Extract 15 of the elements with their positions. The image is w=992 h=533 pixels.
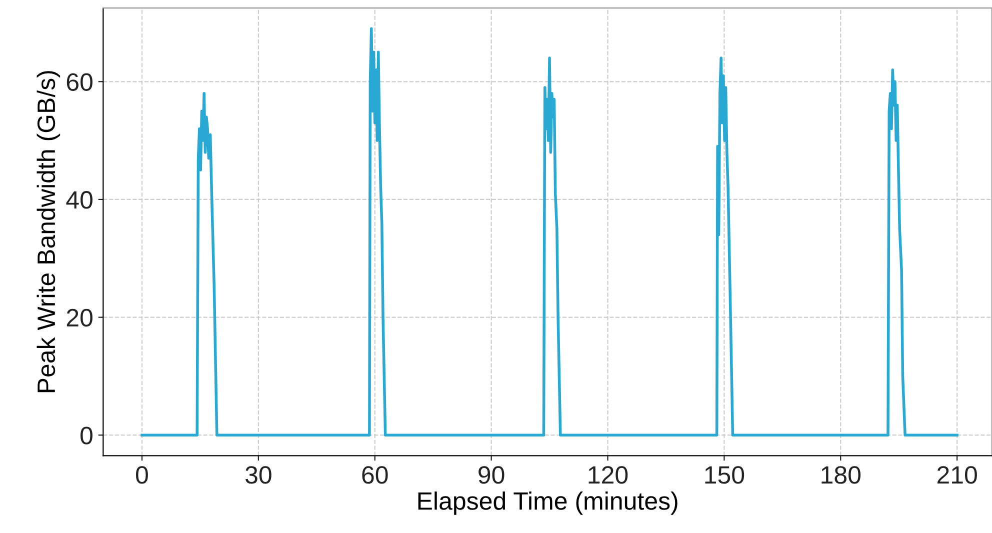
y-tick-label: 20 (66, 308, 92, 327)
x-tick-label: 120 (588, 466, 628, 484)
x-tick-label: 0 (136, 466, 148, 484)
x-tick-label: 150 (705, 466, 744, 484)
x-tick-label: 30 (245, 466, 272, 484)
y-tick-label: 60 (66, 73, 92, 91)
line-series (140, 27, 958, 436)
x-tick-label: 210 (937, 466, 977, 484)
y-tick-label: 0 (80, 426, 92, 444)
y-tick-label: 40 (66, 191, 92, 209)
y-axis-title: Peak Write Bandwidth (GB/s) (36, 71, 60, 392)
x-tick-label: 60 (362, 466, 388, 484)
x-tick-label: 180 (822, 466, 861, 484)
x-tick-label: 90 (478, 466, 504, 484)
x-axis-title: Elapsed Time (minutes) (418, 492, 678, 515)
